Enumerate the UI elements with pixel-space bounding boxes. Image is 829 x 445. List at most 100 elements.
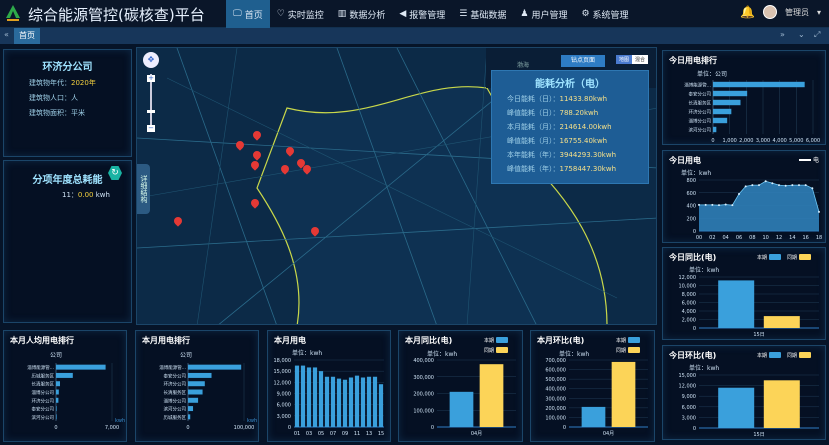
tick-label: 100,000 — [413, 408, 434, 414]
tick-label: 3,000 — [756, 138, 770, 144]
nav-label: 系统管理 — [592, 10, 629, 21]
tick-label: 4,000 — [682, 309, 696, 315]
legend-swatch — [769, 254, 781, 260]
hybrid-mode-button[interactable]: 混合 — [635, 57, 646, 63]
tick-label: 6,000 — [682, 301, 696, 307]
bar — [348, 377, 354, 427]
legend-swatch — [628, 347, 640, 353]
chevron-down-icon[interactable]: ⌄ — [798, 30, 805, 39]
bell-icon[interactable]: 🔔 — [740, 5, 755, 19]
nav-analysis[interactable]: ▥ 数据分析 — [331, 0, 393, 28]
month-rank-chart: 0 100,000 淄博能源管...泰安分公司环济分公司长清服务区淄博分公司滨河分公… — [159, 363, 257, 431]
tab-home[interactable]: 首页 — [14, 28, 40, 44]
nav-alarm[interactable]: ◀ 报警管理 — [392, 0, 452, 28]
bar — [188, 389, 203, 395]
x-tick-label: 07 — [330, 431, 336, 437]
avatar[interactable] — [762, 5, 777, 19]
panel-title: 本月人均用电排行 — [10, 336, 74, 345]
tick-label: 1,000 — [723, 138, 737, 144]
bar — [294, 365, 300, 427]
bar — [188, 364, 242, 370]
bar — [188, 381, 205, 387]
data-point — [804, 184, 807, 187]
axis-unit: kwh — [115, 418, 125, 424]
zoom-slider[interactable] — [150, 74, 152, 132]
nav-system[interactable]: ⚙ 系统管理 — [574, 0, 635, 28]
legend-label: 同期 — [787, 255, 797, 261]
tick-label: 400,000 — [413, 358, 434, 364]
panel-title: 本月用电排行 — [142, 336, 190, 345]
tick-label: 2,000 — [739, 138, 753, 144]
legend-label[interactable]: 电 — [812, 157, 819, 164]
app-title: 综合能源管控(碳核查)平台 — [28, 6, 205, 24]
panel-title: 今日同比(电) — [669, 253, 717, 262]
tick-label: 15,000 — [274, 369, 292, 375]
zoom-handle[interactable] — [147, 110, 155, 113]
today-mom-chart: 0 3,000 6,000 9,000 12,000 15,000 15日 本期 同期 — [679, 352, 819, 438]
tick-label: 800 — [686, 178, 696, 184]
category-label: 历城服务区 — [32, 372, 55, 379]
logo-icon — [6, 5, 20, 21]
nav-label: 报警管理 — [409, 10, 446, 21]
tick-label: 0 — [563, 425, 566, 431]
drill-page-button[interactable]: 钻点页面 — [561, 55, 605, 67]
today-rank-chart: 0 1,000 2,000 3,000 4,000 5,000 6,000 淄博能源管... 泰… — [684, 80, 820, 144]
x-tick-label: 15日 — [753, 332, 764, 338]
bar — [300, 365, 306, 427]
pan-control[interactable]: ✥ — [143, 52, 159, 68]
bar — [713, 126, 717, 133]
unit-label: 公司 — [180, 352, 193, 359]
month-rank-panel: 本月用电排行公司 0 100,000 淄博能源管... 泰安分公司 环济分公司 长清服务区淄… — [135, 330, 259, 442]
scroll-right-icon[interactable]: » — [780, 30, 785, 39]
scroll-left-icon[interactable]: « — [4, 30, 9, 39]
tick-label: 0 — [431, 425, 434, 431]
nav-home[interactable]: 🖵 首页 — [226, 0, 270, 28]
bar — [188, 414, 191, 420]
zoom-in-button[interactable]: + — [147, 74, 155, 82]
bar — [330, 376, 336, 427]
map-mode-button[interactable]: 地图 — [616, 55, 633, 64]
top-header: 综合能源管控(碳核查)平台 🖵 首页 ♡ 实时监控 ▥ 数据分析 ◀ 报警管理 ☰ 基础数… — [0, 0, 829, 28]
tick-label: 0 — [693, 326, 696, 332]
nav-basedata[interactable]: ☰ 基础数据 — [452, 0, 513, 28]
bar — [188, 372, 212, 378]
category-label: 泰安分公司 — [689, 91, 712, 98]
structure-side-tab[interactable]: 详细结构 — [137, 164, 150, 214]
caret-down-icon[interactable]: ▾ — [816, 7, 821, 17]
tick-label: 200,000 — [545, 406, 566, 412]
nav-realtime[interactable]: ♡ 实时监控 — [270, 0, 331, 28]
bar — [366, 376, 372, 427]
month-usage-chart: 0 3,000 6,000 9,000 12,000 15,000 18,000 01 03 05… — [274, 358, 385, 437]
tick-label: 6,000 — [277, 403, 291, 409]
tick-label: 6,000 — [682, 405, 696, 411]
energy-row: 本年能耗（年）：3944293.30kwh — [507, 150, 648, 160]
category-label: 淄博分公司 — [689, 118, 712, 125]
tick-label: 7,000 — [105, 425, 119, 431]
panel-title: 今日用电 — [669, 156, 701, 165]
panel-title: 本月用电 — [274, 336, 306, 345]
bar — [713, 117, 728, 124]
nav-users[interactable]: ♟ 用户管理 — [513, 0, 574, 28]
bar-current — [718, 280, 755, 328]
energy-value: 214614.00kwh — [559, 123, 612, 131]
energy-row: 峰值能耗（月）：16755.40kwh — [507, 136, 648, 146]
bar — [378, 384, 384, 427]
refresh-icon[interactable]: ↻ — [108, 166, 122, 180]
bar — [360, 377, 366, 427]
x-tick-label: 04月 — [603, 431, 614, 437]
bar — [342, 379, 348, 427]
category-label: 淄博能源管... — [27, 364, 54, 371]
category-label: 环济分公司 — [164, 381, 187, 388]
month-usage-panel: 本月用电 单位：kwh 0 3,000 6,000 9,000 12,000 15,000 18… — [267, 330, 391, 442]
category-label: 环济分公司 — [689, 109, 712, 116]
tick-label: 500,000 — [545, 377, 566, 383]
user-menu[interactable]: 管理员 — [784, 7, 809, 17]
category-label: 长清服务区 — [32, 381, 55, 388]
zoom-out-button[interactable]: − — [147, 124, 155, 132]
tab-bar: « 首页 » ⌄ ⤢ — [0, 28, 829, 44]
data-point — [771, 182, 774, 185]
fullscreen-icon[interactable]: ⤢ — [814, 30, 821, 39]
category-label: 长清服务区 — [689, 100, 712, 107]
data-point — [724, 203, 727, 206]
